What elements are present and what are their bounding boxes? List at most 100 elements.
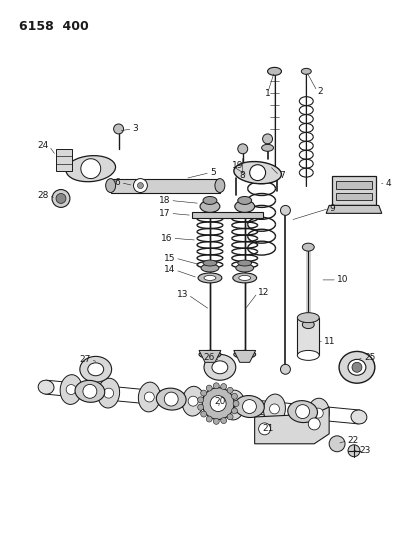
Circle shape: [206, 385, 212, 391]
Text: 10: 10: [337, 276, 348, 285]
Circle shape: [164, 392, 178, 406]
Ellipse shape: [66, 156, 115, 182]
Text: 11: 11: [324, 337, 336, 346]
Ellipse shape: [288, 401, 317, 423]
Circle shape: [133, 179, 147, 192]
Ellipse shape: [75, 381, 105, 402]
Circle shape: [56, 193, 66, 204]
Ellipse shape: [262, 144, 273, 151]
Text: 27: 27: [80, 355, 91, 364]
Circle shape: [233, 401, 239, 407]
Circle shape: [198, 397, 204, 403]
Text: 13: 13: [177, 290, 188, 300]
Circle shape: [104, 388, 113, 398]
Text: 9: 9: [329, 204, 335, 213]
Circle shape: [221, 384, 227, 390]
Circle shape: [259, 423, 271, 435]
Circle shape: [210, 395, 226, 411]
Ellipse shape: [201, 264, 219, 272]
Circle shape: [81, 159, 101, 179]
Circle shape: [229, 400, 239, 410]
Circle shape: [263, 134, 273, 144]
Text: 26: 26: [204, 353, 215, 362]
Text: 4: 4: [386, 179, 391, 188]
Ellipse shape: [307, 398, 329, 428]
Ellipse shape: [233, 273, 257, 283]
Text: 17: 17: [159, 209, 170, 218]
Ellipse shape: [235, 200, 255, 212]
Text: 6: 6: [115, 178, 121, 187]
Ellipse shape: [235, 395, 264, 417]
Text: 7: 7: [279, 171, 285, 180]
Circle shape: [144, 392, 154, 402]
Ellipse shape: [297, 313, 319, 322]
Ellipse shape: [38, 380, 54, 394]
Polygon shape: [326, 205, 382, 213]
Bar: [297, 318, 319, 356]
Circle shape: [137, 183, 144, 189]
Bar: [336, 181, 372, 189]
Ellipse shape: [238, 260, 252, 266]
Circle shape: [313, 408, 323, 418]
Ellipse shape: [203, 260, 217, 266]
Ellipse shape: [223, 390, 245, 420]
Ellipse shape: [268, 67, 282, 75]
Circle shape: [296, 405, 310, 418]
Text: 18: 18: [159, 196, 170, 205]
Bar: [336, 192, 372, 200]
Ellipse shape: [302, 68, 311, 74]
Text: 15: 15: [164, 254, 175, 263]
Ellipse shape: [302, 243, 314, 251]
Circle shape: [280, 365, 290, 374]
Circle shape: [202, 387, 234, 419]
Polygon shape: [199, 350, 221, 362]
Ellipse shape: [199, 350, 221, 358]
Circle shape: [308, 418, 320, 430]
Text: 2: 2: [317, 87, 323, 96]
Ellipse shape: [351, 410, 367, 424]
Text: 1: 1: [265, 88, 271, 98]
Ellipse shape: [156, 388, 186, 410]
Circle shape: [213, 383, 219, 389]
Ellipse shape: [198, 273, 222, 283]
Circle shape: [231, 408, 237, 414]
Circle shape: [280, 205, 290, 215]
Circle shape: [227, 387, 233, 393]
Circle shape: [113, 124, 124, 134]
Ellipse shape: [348, 359, 366, 375]
Ellipse shape: [182, 386, 204, 416]
Circle shape: [329, 436, 345, 452]
Circle shape: [221, 417, 227, 424]
Circle shape: [348, 445, 360, 457]
Ellipse shape: [60, 375, 82, 405]
Text: 28: 28: [38, 191, 49, 200]
Text: 3: 3: [133, 124, 138, 133]
Ellipse shape: [138, 382, 160, 412]
Circle shape: [227, 414, 233, 420]
Text: 23: 23: [359, 446, 370, 455]
Ellipse shape: [204, 354, 236, 380]
Ellipse shape: [106, 179, 115, 192]
Ellipse shape: [264, 394, 286, 424]
Circle shape: [270, 404, 279, 414]
Bar: [111, 179, 220, 192]
Text: 6158  400: 6158 400: [19, 20, 89, 33]
Text: 22: 22: [347, 437, 358, 445]
Polygon shape: [255, 407, 329, 444]
Circle shape: [242, 400, 256, 414]
Ellipse shape: [236, 264, 254, 272]
Text: 25: 25: [364, 353, 375, 362]
Circle shape: [201, 411, 207, 417]
Ellipse shape: [80, 357, 112, 382]
Text: 21: 21: [262, 424, 273, 433]
Bar: [56, 149, 72, 171]
Ellipse shape: [212, 361, 228, 374]
Ellipse shape: [238, 197, 252, 205]
Ellipse shape: [98, 378, 120, 408]
Ellipse shape: [215, 179, 225, 192]
Ellipse shape: [88, 363, 104, 376]
Ellipse shape: [234, 350, 256, 358]
Circle shape: [250, 165, 266, 181]
Ellipse shape: [302, 321, 314, 328]
Text: 8: 8: [240, 171, 246, 180]
